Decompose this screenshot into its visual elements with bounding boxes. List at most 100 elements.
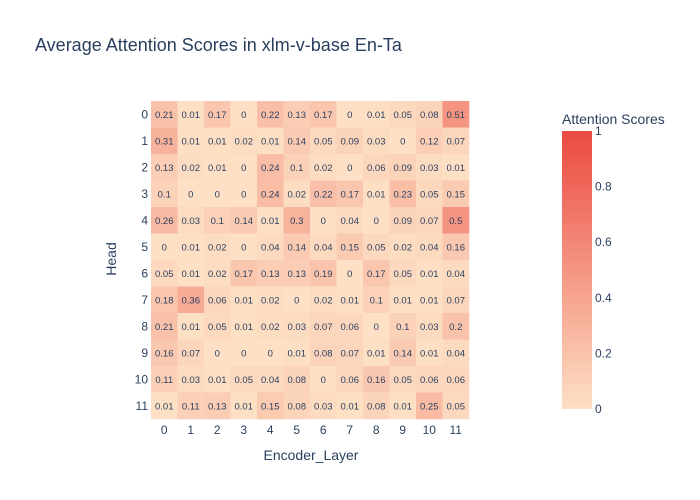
cell-value-label: 0.12 — [420, 136, 439, 147]
heatmap-cell — [283, 286, 311, 314]
heatmap-cell — [389, 366, 417, 393]
heatmap-cell — [416, 207, 443, 234]
heatmap-cell — [257, 233, 284, 261]
heatmap-cell — [151, 207, 178, 234]
x-axis-ticks: 0 1 2 3 4 5 6 7 8 9 10 11 — [161, 423, 462, 437]
heatmap-cell — [416, 392, 443, 420]
heatmap-cell — [363, 313, 390, 340]
heatmap-cell — [442, 154, 470, 181]
cell-value-label: 0 — [347, 110, 352, 121]
heatmap-cell — [204, 339, 231, 367]
cell-value-label: 0.03 — [420, 163, 439, 174]
heatmap-cell — [151, 366, 178, 393]
cell-value-label: 0.21 — [155, 110, 174, 121]
heatmap-cell — [442, 366, 470, 393]
cell-value-label: 0 — [241, 110, 246, 121]
cell-value-label: 0.02 — [208, 269, 227, 280]
heatmap-cell — [363, 339, 390, 367]
cell-value-label: 0.08 — [288, 375, 307, 386]
heatmap-cell — [204, 260, 231, 287]
cell-value-label: 0.04 — [341, 216, 360, 227]
heatmap-cell — [416, 101, 443, 128]
cell-value-label: 0.06 — [420, 375, 439, 386]
heatmap-cell — [363, 180, 390, 208]
cell-value-label: 0.07 — [182, 348, 201, 359]
heatmap-cell — [310, 260, 337, 287]
cell-value-label: 0.1 — [158, 189, 171, 200]
heatmap-cell — [336, 366, 364, 393]
x-tick-label: 1 — [187, 423, 194, 437]
heatmap-cell — [177, 366, 205, 393]
heatmap-cell — [177, 286, 205, 314]
cell-value-label: 0 — [215, 348, 220, 359]
cell-value-label: 0.15 — [261, 401, 280, 412]
heatmap-cell — [283, 154, 311, 181]
cell-value-label: 0.01 — [420, 295, 439, 306]
heatmap-cell — [177, 101, 205, 128]
heatmap-cell — [204, 154, 231, 181]
cell-value-label: 0.01 — [261, 216, 280, 227]
cell-value-label: 0.04 — [447, 269, 466, 280]
heatmap-cell — [204, 127, 231, 155]
cell-value-label: 0.16 — [155, 348, 174, 359]
cell-value-label: 0.05 — [155, 269, 174, 280]
cell-value-label: 0.01 — [420, 348, 439, 359]
heatmap-cell — [442, 339, 470, 367]
heatmap-cell — [283, 339, 311, 367]
cell-value-label: 0.05 — [208, 322, 227, 333]
cell-value-label: 0.04 — [447, 348, 466, 359]
heatmap-cell — [389, 154, 417, 181]
heatmap-cell — [389, 313, 417, 340]
cell-value-label: 0.14 — [288, 136, 307, 147]
y-tick-label: 5 — [141, 240, 148, 254]
y-tick-label: 1 — [141, 134, 148, 148]
heatmap-cell — [230, 101, 258, 128]
cell-value-label: 0.02 — [288, 189, 307, 200]
cell-value-label: 0.04 — [314, 242, 333, 253]
y-tick-label: 3 — [141, 187, 148, 201]
heatmap-cell — [416, 154, 443, 181]
cell-value-label: 0 — [241, 348, 246, 359]
heatmap-cell — [310, 207, 337, 234]
y-tick-label: 4 — [141, 213, 148, 227]
cell-value-label: 0.01 — [235, 322, 254, 333]
cell-value-label: 0 — [162, 242, 167, 253]
colorbar-tick-label: 0.8 — [595, 180, 612, 194]
cell-value-label: 0.5 — [449, 216, 462, 227]
cell-value-label: 0.04 — [420, 242, 439, 253]
heatmap-cell — [283, 392, 311, 420]
heatmap-cell — [151, 180, 178, 208]
cell-value-label: 0.06 — [367, 163, 386, 174]
y-tick-label: 8 — [141, 319, 148, 333]
heatmap-cell — [257, 286, 284, 314]
heatmap-cell — [389, 392, 417, 420]
heatmap-cell — [310, 101, 337, 128]
cell-value-label: 0.13 — [208, 401, 227, 412]
cell-value-label: 0.14 — [394, 348, 413, 359]
cell-value-label: 0.17 — [341, 189, 360, 200]
cell-value-label: 0.21 — [155, 322, 174, 333]
heatmap-cell — [204, 392, 231, 420]
cell-value-label: 0.16 — [447, 242, 466, 253]
heatmap-cell — [310, 313, 337, 340]
cell-value-label: 0.23 — [394, 189, 413, 200]
cell-value-label: 0.1 — [396, 322, 409, 333]
cell-value-label: 0.01 — [394, 401, 413, 412]
heatmap-cell — [151, 233, 178, 261]
heatmap-cell — [310, 127, 337, 155]
cell-value-label: 0.17 — [367, 269, 386, 280]
cell-value-label: 0.14 — [288, 242, 307, 253]
heatmap-cell — [416, 339, 443, 367]
cell-value-label: 0.03 — [420, 322, 439, 333]
cell-value-label: 0.07 — [341, 348, 360, 359]
cell-value-label: 0.01 — [208, 375, 227, 386]
cell-value-label: 0.17 — [235, 269, 254, 280]
heatmap-cell — [442, 180, 470, 208]
cell-value-label: 0.01 — [235, 295, 254, 306]
cell-value-label: 0.02 — [261, 322, 280, 333]
cell-value-label: 0.01 — [367, 348, 386, 359]
cell-value-label: 0.13 — [288, 269, 307, 280]
heatmap-cell — [257, 313, 284, 340]
heatmap-cell — [363, 154, 390, 181]
y-tick-label: 11 — [136, 399, 149, 413]
